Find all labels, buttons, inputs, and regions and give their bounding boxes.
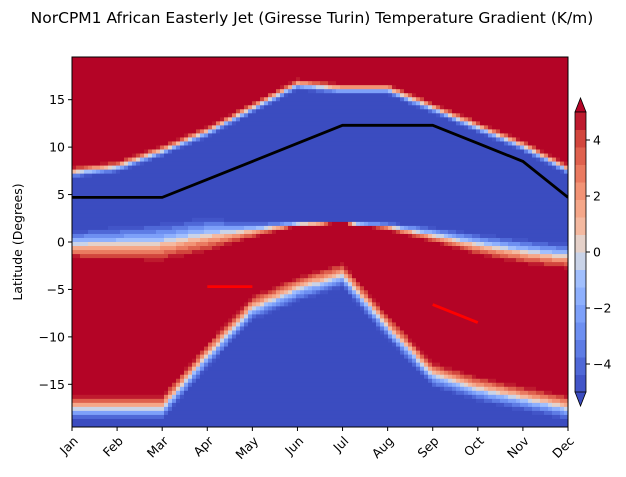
x-tick-label: May bbox=[232, 433, 261, 462]
colorbar-level bbox=[575, 164, 586, 183]
chart-title: NorCPM1 African Easterly Jet (Giresse Tu… bbox=[31, 9, 594, 27]
colorbar-level bbox=[575, 182, 586, 200]
colorbar-level bbox=[575, 234, 586, 253]
colorbar-level bbox=[575, 322, 586, 340]
x-tick-label: Jul bbox=[329, 433, 351, 455]
y-tick-label: 15 bbox=[49, 92, 65, 107]
colorbar-extend-max bbox=[574, 96, 587, 113]
x-axis: Jan Feb Mar Apr May Jun Jul Aug Sep Oct Nov Dec bbox=[56, 427, 577, 462]
x-tick-label: Apr bbox=[190, 433, 217, 460]
y-tick-label: 10 bbox=[49, 140, 65, 155]
y-axis: −15 −10 −5 0 5 10 15 bbox=[39, 92, 72, 392]
contour-field bbox=[72, 57, 568, 427]
colorbar-level bbox=[575, 357, 586, 375]
colorbar-level bbox=[575, 217, 586, 235]
x-tick-label: Mar bbox=[144, 433, 172, 461]
colorbar-tick-label: 2 bbox=[593, 189, 601, 204]
x-tick-label: Jun bbox=[281, 433, 306, 458]
y-tick-label: −10 bbox=[39, 329, 65, 344]
colorbar-level bbox=[575, 199, 586, 218]
y-tick-label: −15 bbox=[39, 377, 65, 392]
series-segment-1-1 bbox=[432, 303, 479, 324]
colorbar-level bbox=[575, 252, 586, 270]
colorbar-level bbox=[575, 112, 586, 130]
x-tick-label: Dec bbox=[549, 433, 577, 461]
colorbar-level bbox=[575, 374, 586, 393]
series-layer bbox=[72, 123, 568, 324]
colorbar-level bbox=[575, 269, 586, 288]
x-tick-label: Jan bbox=[56, 433, 81, 458]
x-tick-label: Nov bbox=[504, 433, 532, 461]
colorbar-tick-label: 0 bbox=[593, 245, 601, 260]
colorbar-level bbox=[575, 287, 586, 305]
colorbar-level bbox=[575, 304, 586, 323]
y-tick-label: 5 bbox=[57, 187, 65, 202]
x-tick-label: Sep bbox=[414, 433, 441, 460]
colorbar-tick-label: 4 bbox=[593, 133, 601, 148]
colorbar-level bbox=[575, 339, 586, 358]
colorbar-tick-label: −2 bbox=[593, 301, 611, 316]
x-tick-label: Aug bbox=[369, 433, 397, 461]
y-tick-label: 0 bbox=[57, 235, 65, 250]
series-line-0 bbox=[72, 123, 568, 199]
colorbar-extend-min bbox=[574, 391, 587, 408]
colorbar: −4 −2 0 2 4 bbox=[574, 96, 611, 408]
y-axis-label: Latitude (Degrees) bbox=[10, 183, 25, 300]
colorbar-level bbox=[575, 129, 586, 148]
colorbar-tick-label: −4 bbox=[593, 357, 611, 372]
plot-area bbox=[72, 57, 568, 427]
y-tick-label: −5 bbox=[47, 282, 65, 297]
colorbar-level bbox=[575, 147, 586, 165]
x-tick-label: Feb bbox=[100, 433, 126, 459]
x-tick-label: Oct bbox=[461, 433, 487, 459]
